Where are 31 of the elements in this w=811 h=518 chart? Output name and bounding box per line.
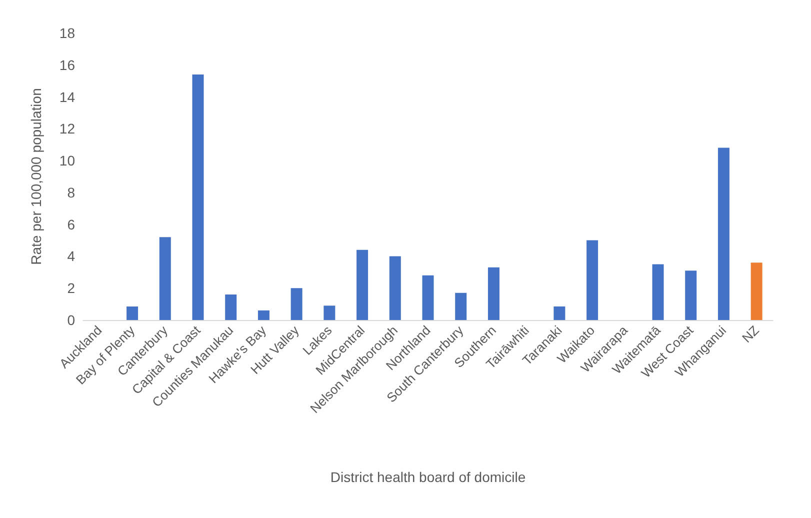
bar	[126, 306, 138, 320]
bar	[718, 148, 730, 320]
x-tick-label: NZ	[739, 322, 762, 346]
x-axis-title: District health board of domicile	[330, 469, 526, 485]
bar	[750, 262, 762, 320]
y-tick-label: 16	[59, 56, 76, 73]
bar	[389, 256, 401, 320]
bar	[192, 74, 204, 320]
y-tick-label: 8	[67, 184, 76, 200]
bar	[422, 275, 434, 320]
y-axis-title: Rate per 100,000 population	[28, 88, 44, 265]
bar	[356, 250, 368, 320]
bar	[159, 237, 171, 320]
y-tick-label: 10	[59, 152, 76, 169]
bar	[554, 306, 566, 320]
bar	[685, 270, 697, 320]
y-tick-label: 18	[59, 25, 76, 41]
bar	[652, 264, 664, 320]
y-tick-label: 2	[67, 280, 76, 296]
y-tick-label: 0	[67, 312, 76, 328]
bar	[290, 288, 302, 320]
bar	[258, 310, 270, 320]
bar	[488, 267, 500, 320]
y-tick-label: 12	[59, 120, 76, 137]
y-tick-label: 6	[67, 216, 76, 232]
y-tick-label: 14	[59, 88, 76, 105]
bar	[324, 306, 336, 320]
bar	[225, 294, 237, 320]
y-tick-label: 4	[67, 248, 76, 264]
bar	[455, 292, 467, 320]
bar	[586, 240, 598, 320]
